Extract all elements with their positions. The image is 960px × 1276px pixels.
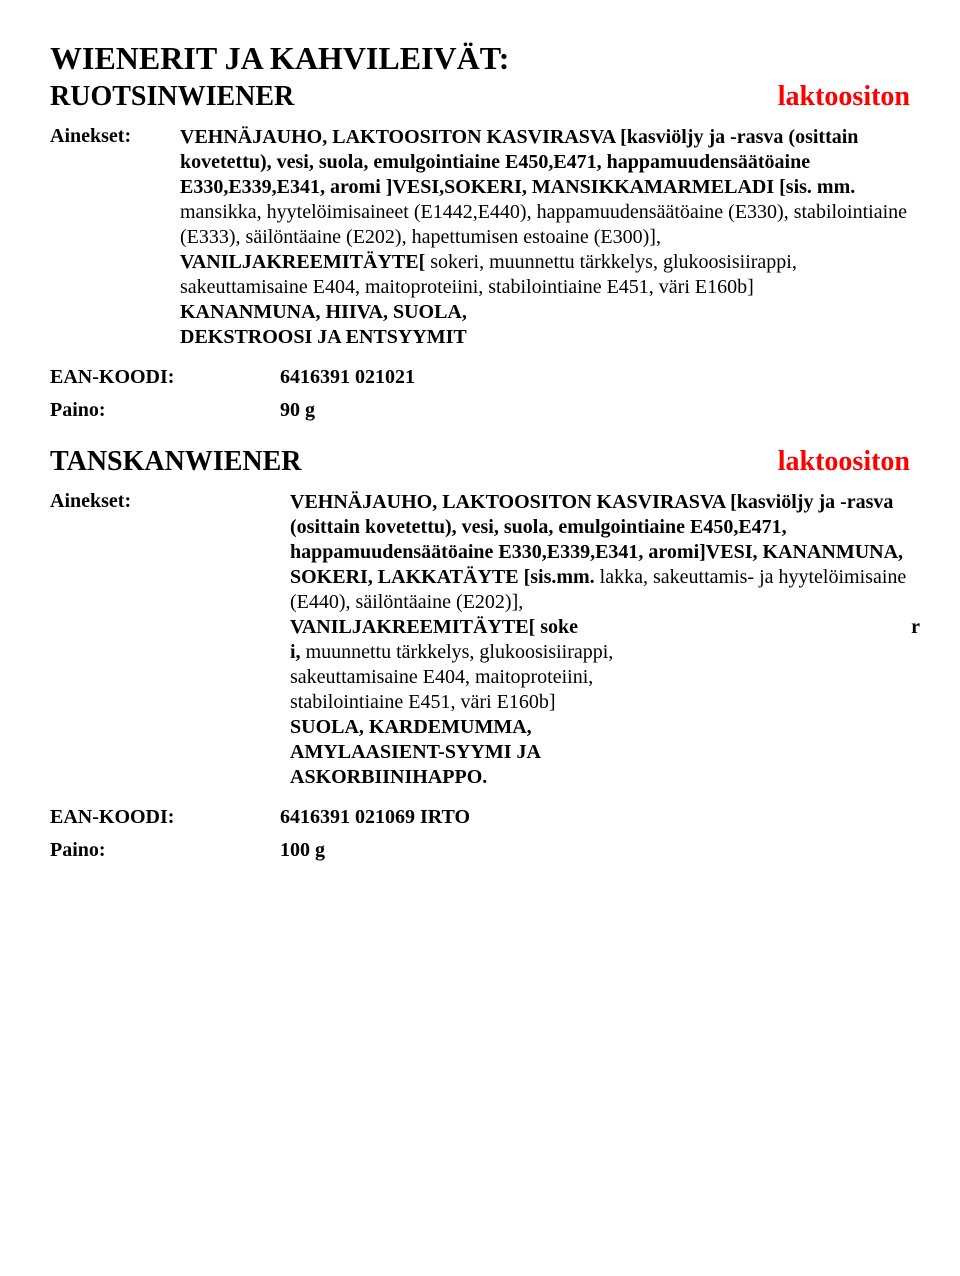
product1-weight-row: Paino: 90 g [50,399,910,422]
weight-label: Paino: [50,839,280,862]
product1-ean-row: EAN-KOODI: 6416391 021021 [50,366,910,389]
ingredients-text: VEHNÄJAUHO, LAKTOOSITON KASVIRASVA [kasv… [290,490,910,790]
product2-tag: laktoositon [778,446,910,478]
product2-ean-row: EAN-KOODI: 6416391 021069 IRTO [50,806,910,829]
ean-value: 6416391 021069 IRTO [280,806,470,829]
weight-label: Paino: [50,399,280,422]
product2-name: TANSKANWIENER [50,446,302,478]
ingredients-label: Ainekset: [50,490,290,790]
weight-value: 100 g [280,839,325,862]
ean-label: EAN-KOODI: [50,366,280,389]
stray-r: r [911,615,920,640]
ean-label: EAN-KOODI: [50,806,280,829]
main-heading: WIENERIT JA KAHVILEIVÄT: [50,40,910,77]
product1-header: RUOTSINWIENER laktoositon [50,81,910,113]
product2-weight-row: Paino: 100 g [50,839,910,862]
product1-name: RUOTSINWIENER [50,81,294,113]
product1-tag: laktoositon [778,81,910,113]
product1-ingredients: Ainekset: VEHNÄJAUHO, LAKTOOSITON KASVIR… [50,125,910,350]
weight-value: 90 g [280,399,315,422]
product2-header: TANSKANWIENER laktoositon [50,446,910,478]
product2-ingredients: Ainekset: VEHNÄJAUHO, LAKTOOSITON KASVIR… [50,490,910,790]
ingredients-label: Ainekset: [50,125,180,350]
ean-value: 6416391 021021 [280,366,415,389]
ingredients-text: VEHNÄJAUHO, LAKTOOSITON KASVIRASVA [kasv… [180,125,910,350]
